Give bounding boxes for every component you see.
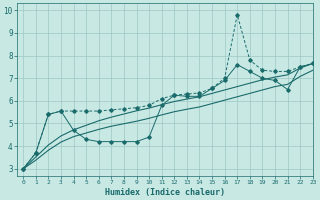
X-axis label: Humidex (Indice chaleur): Humidex (Indice chaleur) (105, 188, 225, 197)
